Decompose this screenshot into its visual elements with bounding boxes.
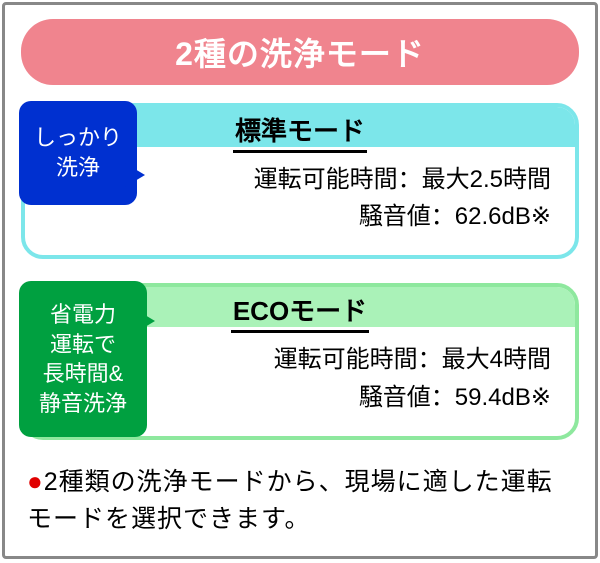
bullet-icon: ● xyxy=(27,466,44,496)
speech-standard: しっかり 洗浄 xyxy=(19,101,137,205)
panel: 2種の洗浄モード しっかり 洗浄 標準モード 運転可能時間：最大2.5時間 騒音… xyxy=(2,2,598,559)
mode-box-eco: 省電力 運転で 長時間& 静音洗浄 ECOモード 運転可能時間：最大4時間 騒音… xyxy=(21,283,579,439)
mode-title: 標準モード xyxy=(233,111,367,153)
mode-title: ECOモード xyxy=(231,291,369,333)
speech-text: しっかり 洗浄 xyxy=(34,123,122,182)
footnote: ●2種類の洗浄モードから、現場に適した運転モードを選択できます。 xyxy=(27,462,573,539)
mode-box-standard: しっかり 洗浄 標準モード 運転可能時間：最大2.5時間 騒音値：62.6dB※ xyxy=(21,103,579,259)
speech-text: 省電力 運転で 長時間& 静音洗浄 xyxy=(39,300,127,419)
speech-eco: 省電力 運転で 長時間& 静音洗浄 xyxy=(19,281,147,437)
title-pill: 2種の洗浄モード xyxy=(21,19,579,85)
footnote-text: 2種類の洗浄モードから、現場に適した運転モードを選択できます。 xyxy=(27,468,553,534)
